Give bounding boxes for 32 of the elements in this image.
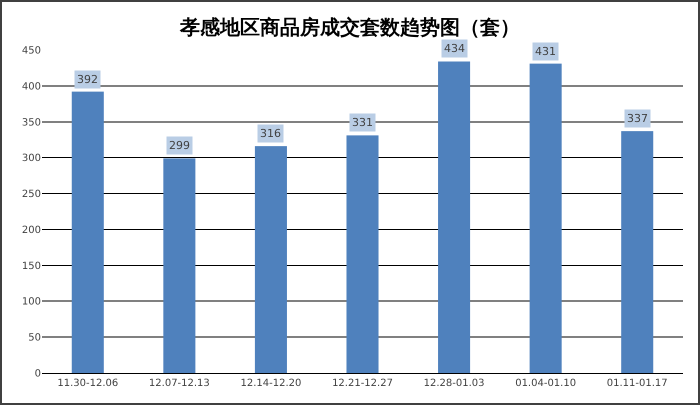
x-tick-label: 12.28-01.03 bbox=[424, 378, 485, 389]
bar bbox=[438, 61, 470, 373]
x-tick-label: 12.07-12.13 bbox=[148, 378, 210, 389]
x-tick-label: 12.21-12.27 bbox=[332, 378, 393, 389]
bar bbox=[163, 158, 196, 373]
bar bbox=[621, 131, 654, 373]
y-tick-label: 100 bbox=[22, 296, 41, 308]
data-label: 434 bbox=[444, 42, 465, 55]
y-tick-label: 300 bbox=[22, 153, 41, 164]
y-tick-label: 250 bbox=[22, 189, 41, 200]
y-tick-label: 450 bbox=[22, 46, 41, 56]
data-label: 337 bbox=[627, 112, 648, 125]
chart-title: 孝感地区商品房成交套数趋势图（套） bbox=[179, 16, 520, 40]
bar bbox=[530, 64, 562, 373]
y-tick-label: 150 bbox=[22, 260, 41, 272]
x-tick-label: 01.11-01.17 bbox=[606, 378, 668, 389]
y-tick-label: 0 bbox=[34, 368, 41, 380]
y-tick-label: 200 bbox=[22, 224, 41, 236]
x-tick-label: 01.04-01.10 bbox=[515, 378, 576, 389]
data-label: 331 bbox=[352, 116, 373, 129]
data-label: 316 bbox=[260, 127, 281, 140]
x-tick-label: 11.30-12.06 bbox=[57, 378, 118, 389]
bar bbox=[72, 92, 104, 373]
x-tick-label: 12.14-12.20 bbox=[240, 378, 302, 389]
bar bbox=[254, 146, 287, 373]
y-tick-label: 400 bbox=[22, 81, 41, 92]
bar bbox=[346, 135, 379, 373]
data-label: 392 bbox=[77, 73, 98, 86]
data-label: 431 bbox=[535, 45, 556, 58]
y-tick-label: 350 bbox=[22, 117, 41, 128]
data-label: 299 bbox=[169, 139, 190, 152]
y-tick-label: 50 bbox=[28, 332, 41, 344]
